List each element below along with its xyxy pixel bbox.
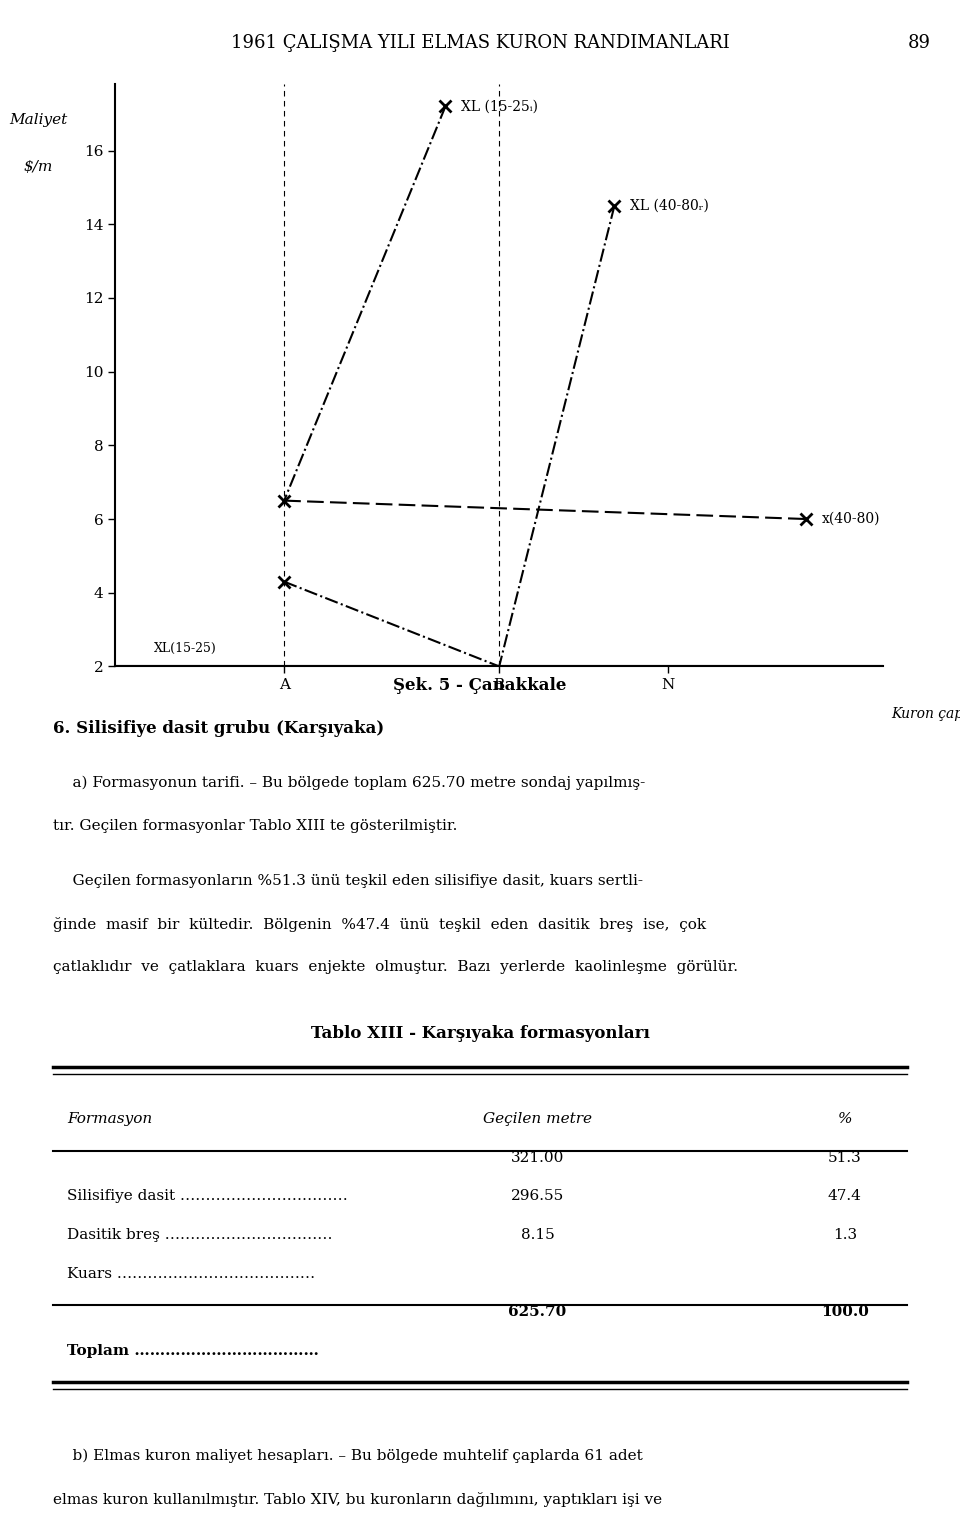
Text: elmas kuron kullanılmıştır. Tablo XIV, bu kuronların dağılımını, yaptıkları işi : elmas kuron kullanılmıştır. Tablo XIV, b… (53, 1492, 662, 1506)
Text: b) Elmas kuron maliyet hesapları. – Bu bölgede muhtelif çaplarda 61 adet: b) Elmas kuron maliyet hesapları. – Bu b… (53, 1449, 642, 1463)
Text: XL(15-25): XL(15-25) (154, 642, 216, 654)
Text: XL (40-80ᵣ): XL (40-80ᵣ) (630, 199, 708, 213)
Text: Geçilen metre: Geçilen metre (483, 1112, 592, 1126)
Text: 6. Silisifiye dasit grubu (Karşıyaka): 6. Silisifiye dasit grubu (Karşıyaka) (53, 720, 384, 737)
Text: $/m: $/m (24, 159, 53, 175)
Text: Şek. 5 - Çanakkale: Şek. 5 - Çanakkale (394, 677, 566, 694)
Text: Silisifiye dasit ……………………………: Silisifiye dasit …………………………… (67, 1189, 348, 1204)
Text: Maliyet: Maliyet (10, 113, 67, 127)
Text: Tablo XIII - Karşıyaka formasyonları: Tablo XIII - Karşıyaka formasyonları (311, 1025, 649, 1042)
Text: ğinde  masif  bir  kültedir.  Bölgenin  %47.4  ünü  teşkil  eden  dasitik  breş : ğinde masif bir kültedir. Bölgenin %47.4… (53, 918, 706, 933)
Text: çatlaklıdır  ve  çatlaklara  kuars  enjekte  olmuştur.  Bazı  yerlerde  kaolinle: çatlaklıdır ve çatlaklara kuars enjekte … (53, 961, 738, 974)
Text: 51.3: 51.3 (828, 1151, 862, 1164)
Text: 47.4: 47.4 (828, 1189, 862, 1204)
Text: 8.15: 8.15 (520, 1229, 555, 1242)
Text: a) Formasyonun tarifi. – Bu bölgede toplam 625.70 metre sondaj yapılmış-: a) Formasyonun tarifi. – Bu bölgede topl… (53, 775, 645, 791)
Text: 1961 ÇALIŞMA YILI ELMAS KURON RANDIMANLARI: 1961 ÇALIŞMA YILI ELMAS KURON RANDIMANLA… (230, 34, 730, 52)
Text: %: % (837, 1112, 852, 1126)
Text: tır. Geçilen formasyonlar Tablo XIII te gösterilmiştir.: tır. Geçilen formasyonlar Tablo XIII te … (53, 818, 457, 833)
Text: 1.3: 1.3 (832, 1229, 857, 1242)
Text: 296.55: 296.55 (511, 1189, 564, 1204)
Text: Formasyon: Formasyon (67, 1112, 153, 1126)
Text: 625.70: 625.70 (509, 1305, 566, 1319)
Text: Geçilen formasyonların %51.3 ünü teşkil eden silisifiye dasit, kuars sertli-: Geçilen formasyonların %51.3 ünü teşkil … (53, 875, 643, 889)
Text: Kuars …………………………………: Kuars ………………………………… (67, 1267, 315, 1281)
Text: Toplam ………………………………: Toplam ……………………………… (67, 1344, 319, 1357)
Text: 100.0: 100.0 (821, 1305, 869, 1319)
Text: Kuron çapı: Kuron çapı (891, 708, 960, 722)
Text: x(40-80): x(40-80) (822, 512, 880, 525)
Text: XL (15-25ᵢ): XL (15-25ᵢ) (461, 100, 538, 113)
Text: Dasitik breş ……………………………: Dasitik breş …………………………… (67, 1229, 333, 1242)
Text: 89: 89 (908, 34, 931, 52)
Text: 321.00: 321.00 (511, 1151, 564, 1164)
